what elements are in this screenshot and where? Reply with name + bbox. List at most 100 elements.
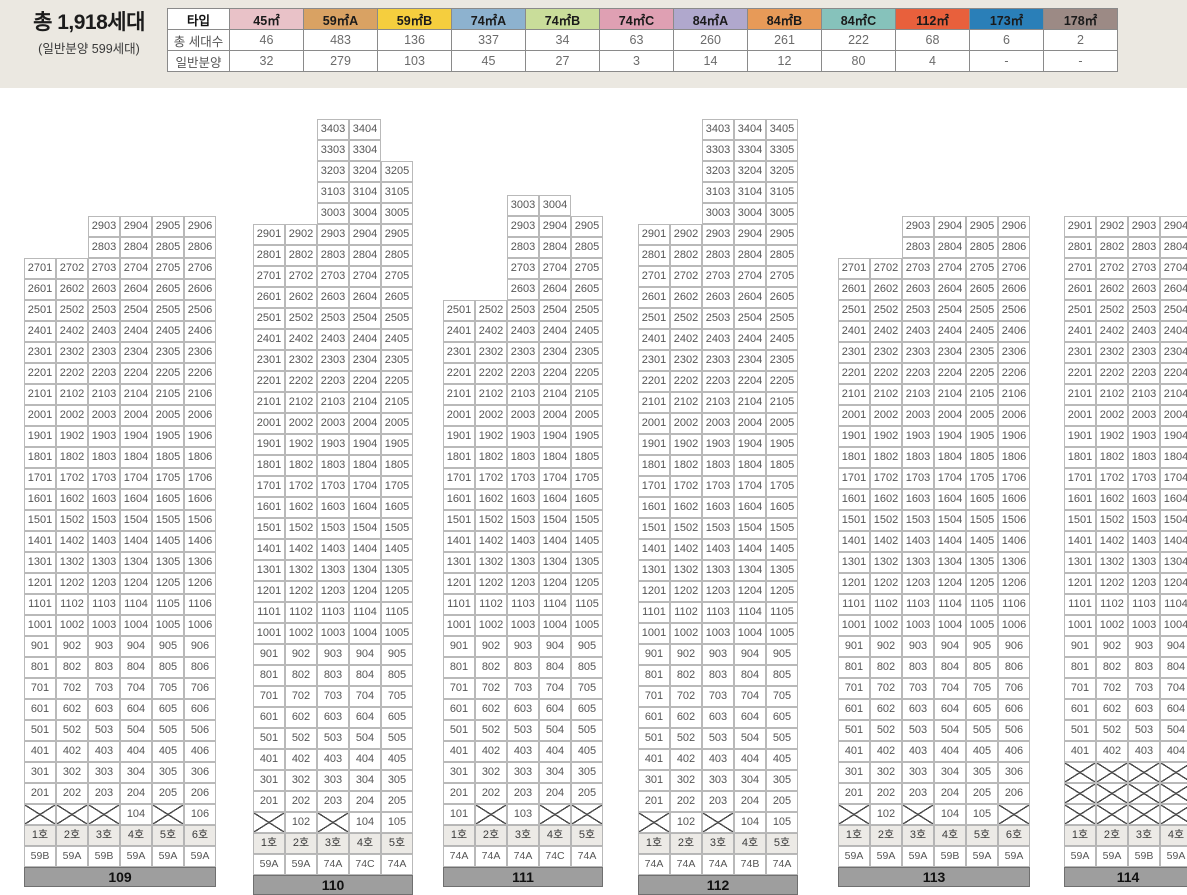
unit-cell[interactable]: 601 (638, 707, 670, 728)
unit-cell[interactable]: 1601 (1064, 489, 1096, 510)
unit-cell[interactable]: 2701 (1064, 258, 1096, 279)
unit-cell[interactable]: 1303 (507, 552, 539, 573)
unit-cell[interactable]: 2903 (317, 224, 349, 245)
unit-cell[interactable]: 2903 (88, 216, 120, 237)
unit-cell[interactable]: 1003 (317, 623, 349, 644)
unit-cell[interactable]: 1004 (539, 615, 571, 636)
unit-cell[interactable]: 203 (88, 783, 120, 804)
unit-cell[interactable]: 305 (381, 770, 413, 791)
unit-cell[interactable]: 1703 (902, 468, 934, 489)
unit-cell[interactable]: 2803 (902, 237, 934, 258)
unit-cell[interactable]: 1502 (475, 510, 507, 531)
unit-cell[interactable]: 2703 (1128, 258, 1160, 279)
unit-cell[interactable]: 604 (120, 699, 152, 720)
unit-cell[interactable]: 904 (1160, 636, 1187, 657)
unit-cell[interactable]: 504 (539, 720, 571, 741)
unit-cell[interactable]: 2201 (253, 371, 285, 392)
unit-cell[interactable]: 503 (88, 720, 120, 741)
unit-cell[interactable]: 1103 (902, 594, 934, 615)
unit-cell[interactable]: 703 (88, 678, 120, 699)
unit-cell[interactable]: 1101 (443, 594, 475, 615)
unit-cell[interactable]: 1602 (285, 497, 317, 518)
unit-cell[interactable]: 2504 (1160, 300, 1187, 321)
unit-cell[interactable]: 1504 (934, 510, 966, 531)
unit-cell[interactable]: 2503 (317, 308, 349, 329)
unit-cell[interactable]: 2702 (870, 258, 902, 279)
unit-cell[interactable]: 1203 (88, 573, 120, 594)
unit-cell[interactable]: 1005 (571, 615, 603, 636)
unit-cell[interactable]: 2801 (253, 245, 285, 266)
unit-cell[interactable]: 1005 (966, 615, 998, 636)
unit-cell[interactable]: 1401 (253, 539, 285, 560)
unit-cell[interactable]: 2501 (253, 308, 285, 329)
unit-cell[interactable]: 1601 (638, 497, 670, 518)
unit-cell[interactable]: 1305 (766, 560, 798, 581)
unit-cell[interactable]: 702 (1096, 678, 1128, 699)
unit-cell[interactable]: 903 (1128, 636, 1160, 657)
unit-cell[interactable]: 2801 (1064, 237, 1096, 258)
unit-cell[interactable]: 2703 (317, 266, 349, 287)
unit-cell[interactable]: 603 (1128, 699, 1160, 720)
unit-cell[interactable]: 1801 (443, 447, 475, 468)
unit-cell[interactable]: 401 (638, 749, 670, 770)
unit-cell[interactable]: 2203 (1128, 363, 1160, 384)
unit-cell[interactable]: 204 (734, 791, 766, 812)
unit-cell[interactable]: 1206 (998, 573, 1030, 594)
unit-cell[interactable]: 1606 (184, 489, 216, 510)
unit-cell[interactable]: 1202 (475, 573, 507, 594)
unit-cell[interactable]: 2103 (88, 384, 120, 405)
unit-cell[interactable]: 2003 (88, 405, 120, 426)
unit-cell[interactable]: 1605 (966, 489, 998, 510)
unit-cell[interactable]: 2206 (998, 363, 1030, 384)
unit-cell[interactable]: 1101 (253, 602, 285, 623)
unit-cell[interactable]: 2305 (766, 350, 798, 371)
unit-cell[interactable]: 1704 (934, 468, 966, 489)
unit-cell[interactable]: 1405 (571, 531, 603, 552)
unit-cell[interactable]: 1902 (1096, 426, 1128, 447)
unit-cell[interactable]: 502 (285, 728, 317, 749)
unit-cell[interactable]: 2502 (56, 300, 88, 321)
unit-cell[interactable]: 804 (734, 665, 766, 686)
unit-cell[interactable]: 501 (1064, 720, 1096, 741)
unit-cell[interactable]: 1805 (381, 455, 413, 476)
unit-cell[interactable]: 2004 (934, 405, 966, 426)
unit-cell[interactable]: 2202 (285, 371, 317, 392)
unit-cell[interactable]: 2701 (253, 266, 285, 287)
unit-cell[interactable]: 1404 (539, 531, 571, 552)
unit-cell[interactable]: 2604 (120, 279, 152, 300)
unit-cell[interactable]: 2601 (24, 279, 56, 300)
unit-cell[interactable]: 902 (56, 636, 88, 657)
unit-cell[interactable]: 2105 (966, 384, 998, 405)
unit-cell[interactable]: 1702 (475, 468, 507, 489)
unit-cell[interactable]: 1804 (539, 447, 571, 468)
unit-cell[interactable]: 1205 (381, 581, 413, 602)
unit-cell[interactable]: 2006 (184, 405, 216, 426)
unit-cell[interactable]: 2006 (998, 405, 1030, 426)
unit-cell[interactable]: 804 (539, 657, 571, 678)
unit-cell[interactable]: 1302 (870, 552, 902, 573)
unit-cell[interactable]: 803 (317, 665, 349, 686)
unit-cell[interactable]: 1701 (443, 468, 475, 489)
unit-cell[interactable]: 1302 (285, 560, 317, 581)
unit-cell[interactable]: 2906 (998, 216, 1030, 237)
unit-cell[interactable]: 806 (184, 657, 216, 678)
unit-cell[interactable]: 403 (317, 749, 349, 770)
unit-cell[interactable]: 302 (475, 762, 507, 783)
unit-cell[interactable]: 1805 (571, 447, 603, 468)
unit-cell[interactable]: 502 (1096, 720, 1128, 741)
unit-cell[interactable]: 1903 (1128, 426, 1160, 447)
unit-cell[interactable]: 1504 (539, 510, 571, 531)
unit-cell[interactable]: 802 (1096, 657, 1128, 678)
unit-cell[interactable]: 203 (507, 783, 539, 804)
unit-cell[interactable]: 2102 (870, 384, 902, 405)
unit-cell[interactable]: 1305 (152, 552, 184, 573)
unit-cell[interactable]: 2706 (998, 258, 1030, 279)
unit-cell[interactable]: 2105 (381, 392, 413, 413)
unit-cell[interactable]: 905 (152, 636, 184, 657)
unit-cell[interactable]: 1602 (475, 489, 507, 510)
unit-cell[interactable]: 204 (934, 783, 966, 804)
unit-cell[interactable]: 2605 (766, 287, 798, 308)
unit-cell[interactable]: 3005 (381, 203, 413, 224)
unit-cell[interactable]: 1301 (638, 560, 670, 581)
unit-cell[interactable]: 2301 (1064, 342, 1096, 363)
